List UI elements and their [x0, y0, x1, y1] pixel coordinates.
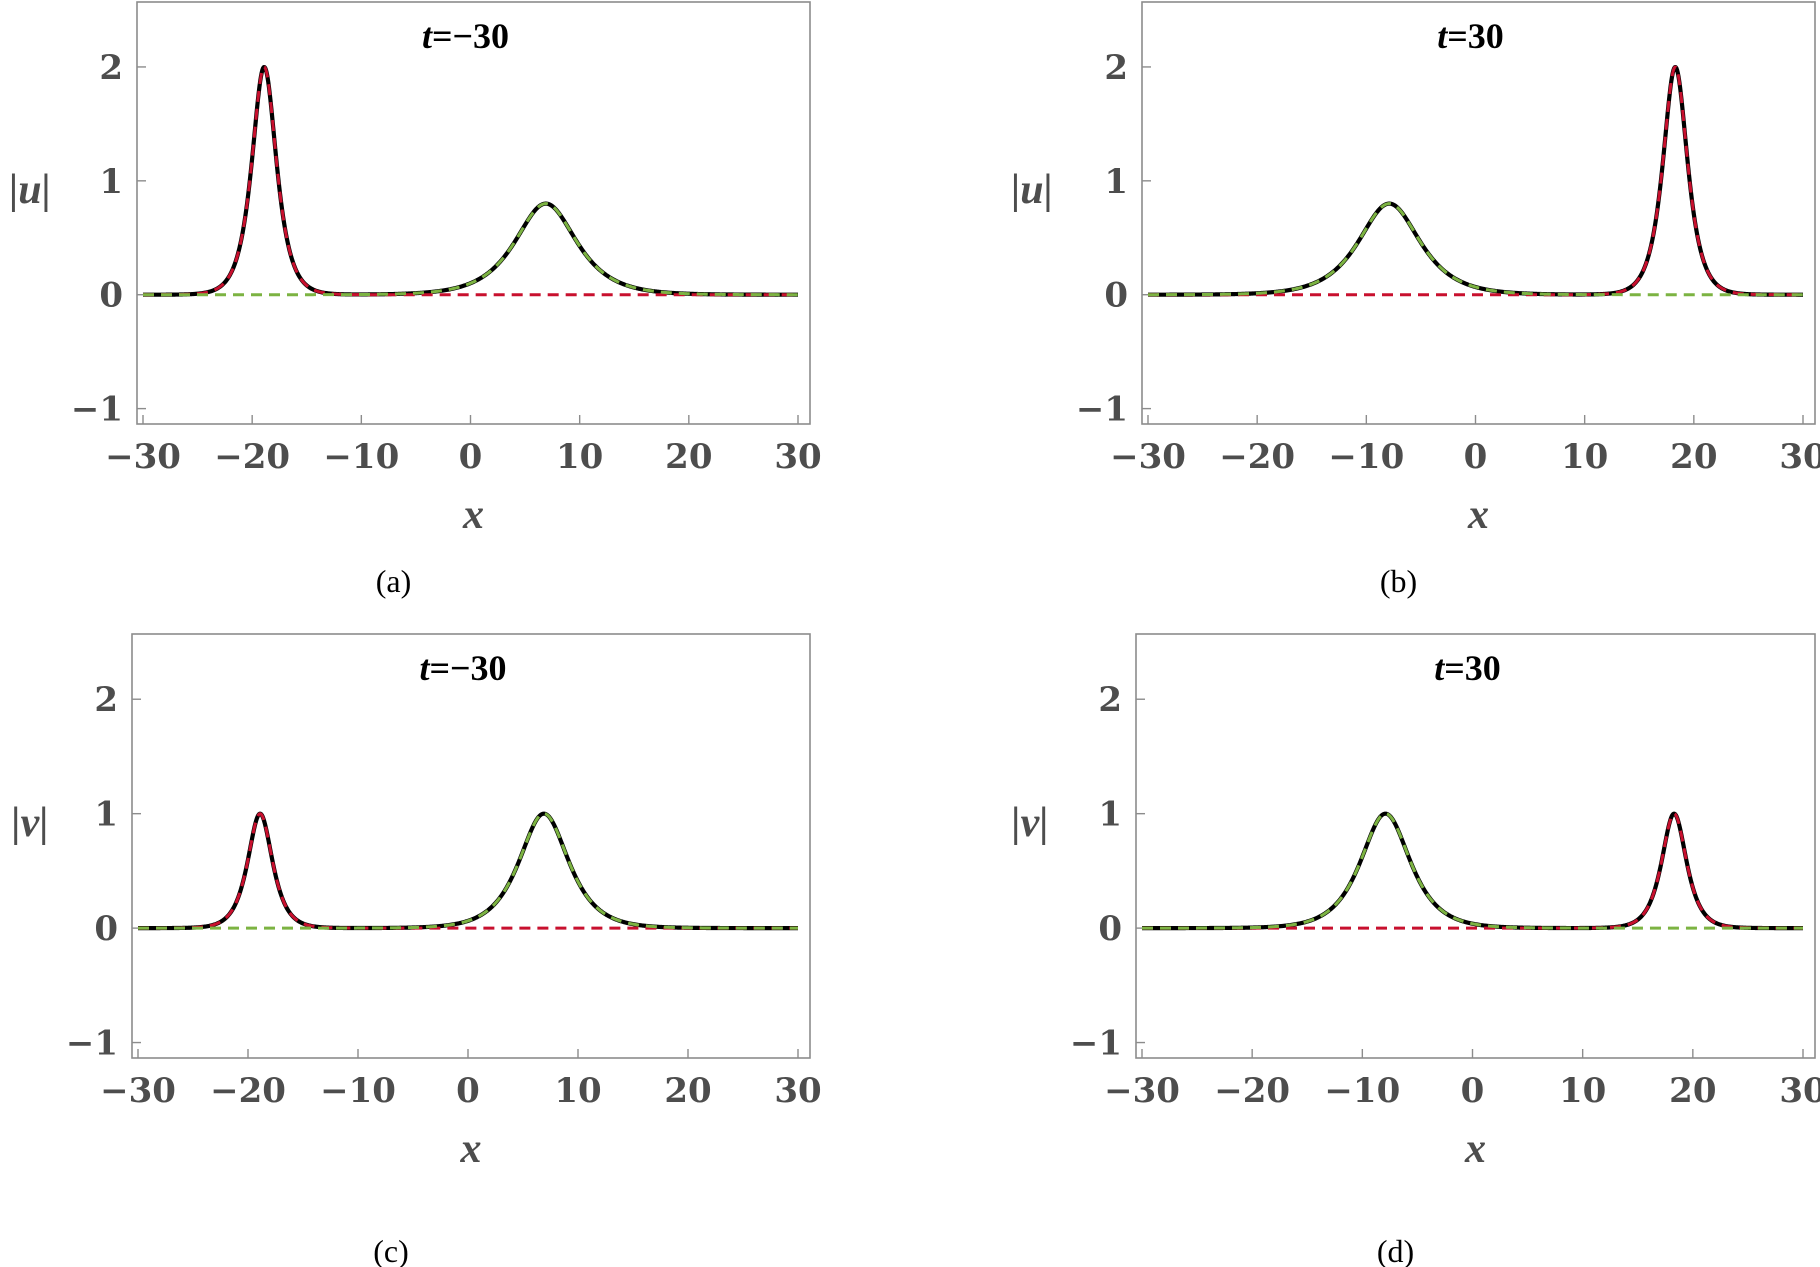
panel-title: t=−30 — [422, 16, 509, 56]
x-tick-label: 0 — [1464, 437, 1488, 477]
panel-title: t=−30 — [419, 648, 506, 688]
title-variable: t — [422, 16, 433, 56]
x-tick-label: 10 — [556, 437, 603, 477]
x-tick-label: 30 — [1779, 1071, 1820, 1111]
x-axis-label: x — [1467, 492, 1489, 538]
x-tick-label: 20 — [665, 437, 712, 477]
plot-frame — [136, 1, 811, 425]
panel-title: t=30 — [1437, 16, 1504, 56]
plot-frame — [131, 633, 811, 1059]
x-tick-label: −30 — [100, 1071, 176, 1111]
x-tick-label: −20 — [210, 1071, 286, 1111]
x-tick-label: 0 — [456, 1071, 480, 1111]
x-tick-label: −20 — [1219, 437, 1295, 477]
y-axis-label: |v| — [1011, 800, 1048, 846]
panel-caption: (b) — [1380, 563, 1417, 599]
x-axis-label: x — [462, 492, 484, 538]
y-tick-label: 1 — [1104, 162, 1128, 202]
y-tick-label: −1 — [66, 1024, 118, 1064]
y-tick-label: 0 — [1104, 276, 1128, 316]
panel-caption: (d) — [1377, 1233, 1414, 1267]
y-tick-label: 0 — [94, 909, 118, 949]
x-tick-label: −20 — [214, 437, 290, 477]
x-tick-label: −30 — [1110, 437, 1186, 477]
y-axis-label: |u| — [9, 167, 51, 213]
x-tick-label: 30 — [1779, 437, 1820, 477]
x-tick-label: 30 — [774, 1071, 821, 1111]
title-value: =30 — [1444, 648, 1501, 688]
y-tick-label: −1 — [1076, 390, 1128, 430]
y-tick-label: 1 — [94, 795, 118, 835]
y-tick-label: 2 — [1098, 680, 1122, 720]
plot-frame — [1141, 1, 1816, 425]
y-tick-label: 1 — [99, 162, 123, 202]
series-line-exact — [1140, 811, 1805, 931]
x-axis-label: x — [1464, 1126, 1486, 1172]
y-tick-label: −1 — [1070, 1024, 1122, 1064]
series-line-component-2 — [1147, 202, 1804, 297]
series-line-component-1 — [1147, 65, 1804, 297]
y-tick-label: 1 — [1098, 795, 1122, 835]
title-value: =−30 — [432, 16, 509, 56]
series-line-exact — [136, 811, 800, 931]
x-tick-label: 20 — [664, 1071, 711, 1111]
plot-frame — [1135, 633, 1816, 1059]
series-line-component-2 — [1141, 812, 1804, 930]
panel-caption: (a) — [376, 563, 412, 599]
x-tick-label: 10 — [554, 1071, 601, 1111]
x-tick-label: 10 — [1561, 437, 1608, 477]
title-value: =−30 — [429, 648, 506, 688]
title-variable: t — [1434, 648, 1445, 688]
x-tick-label: 20 — [1670, 437, 1717, 477]
x-tick-label: 10 — [1559, 1071, 1606, 1111]
panel-caption: (c) — [373, 1233, 409, 1267]
title-variable: t — [1437, 16, 1448, 56]
x-tick-label: −10 — [1328, 437, 1404, 477]
y-tick-label: 2 — [99, 48, 123, 88]
series-line-component-1 — [137, 812, 799, 930]
y-tick-label: 0 — [1098, 909, 1122, 949]
x-tick-label: −10 — [1324, 1071, 1400, 1111]
series-line-component-1 — [142, 65, 799, 297]
title-variable: t — [419, 648, 430, 688]
x-tick-label: −30 — [1104, 1071, 1180, 1111]
y-tick-label: 0 — [99, 276, 123, 316]
y-tick-label: 2 — [1104, 48, 1128, 88]
y-tick-label: 2 — [94, 680, 118, 720]
x-tick-label: −10 — [323, 437, 399, 477]
series-line-component-2 — [142, 202, 799, 297]
x-tick-label: 30 — [774, 437, 821, 477]
y-axis-label: |u| — [1011, 167, 1053, 213]
x-tick-label: 0 — [1461, 1071, 1485, 1111]
panel-title: t=30 — [1434, 648, 1501, 688]
x-tick-label: 20 — [1669, 1071, 1716, 1111]
title-value: =30 — [1447, 16, 1504, 56]
series-line-exact — [141, 64, 800, 297]
x-tick-label: −30 — [105, 437, 181, 477]
y-axis-label: |v| — [11, 800, 48, 846]
y-tick-label: −1 — [71, 390, 123, 430]
series-line-component-2 — [137, 812, 799, 930]
x-tick-label: 0 — [459, 437, 483, 477]
x-tick-label: −20 — [1214, 1071, 1290, 1111]
x-tick-label: −10 — [320, 1071, 396, 1111]
x-axis-label: x — [460, 1126, 482, 1172]
